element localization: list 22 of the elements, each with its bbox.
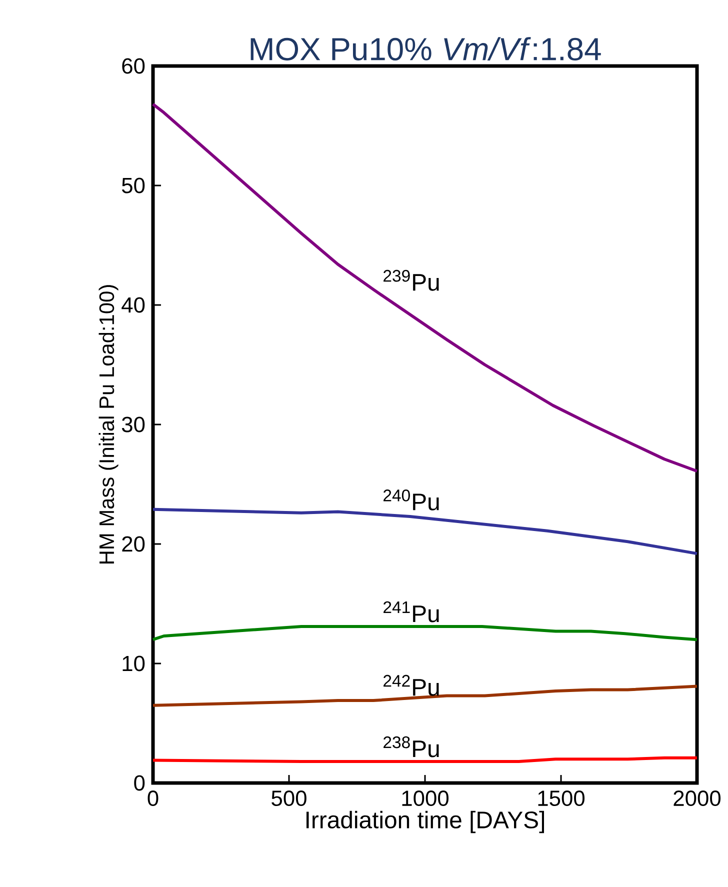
y-tick-label: 50: [122, 178, 145, 194]
y-axis-title: HM Mass (Initial Pu Load:100): [98, 285, 118, 564]
x-tick-label: 1500: [538, 790, 585, 806]
y-tick-label: 10: [122, 656, 145, 672]
y-tick-label: 40: [122, 297, 145, 313]
y-tick-label: 60: [122, 58, 145, 74]
y-tick-label: 0: [134, 775, 145, 791]
x-tick-label: 2000: [674, 790, 721, 806]
chart-title: MOX Pu10% Vm/Vf:1.84: [250, 37, 601, 60]
line-series: [152, 102, 699, 473]
series-label: $^{241}$Pu: [384, 601, 439, 622]
series-label: $^{238}$Pu: [384, 736, 439, 758]
x-axis-title: Irradiation time [DAYS]: [306, 810, 544, 834]
series-label: $^{239}$Pu: [384, 270, 439, 291]
y-tick-label: 30: [122, 416, 145, 432]
x-tick-label: 500: [272, 790, 306, 806]
series-label: $^{240}$Pu: [384, 490, 439, 510]
x-tick-label: 0: [148, 790, 158, 806]
line-series: [152, 624, 699, 642]
x-tick-label: 1000: [402, 790, 449, 806]
y-tick-label: 20: [122, 536, 145, 552]
series-label: $^{242}$Pu: [384, 674, 439, 696]
